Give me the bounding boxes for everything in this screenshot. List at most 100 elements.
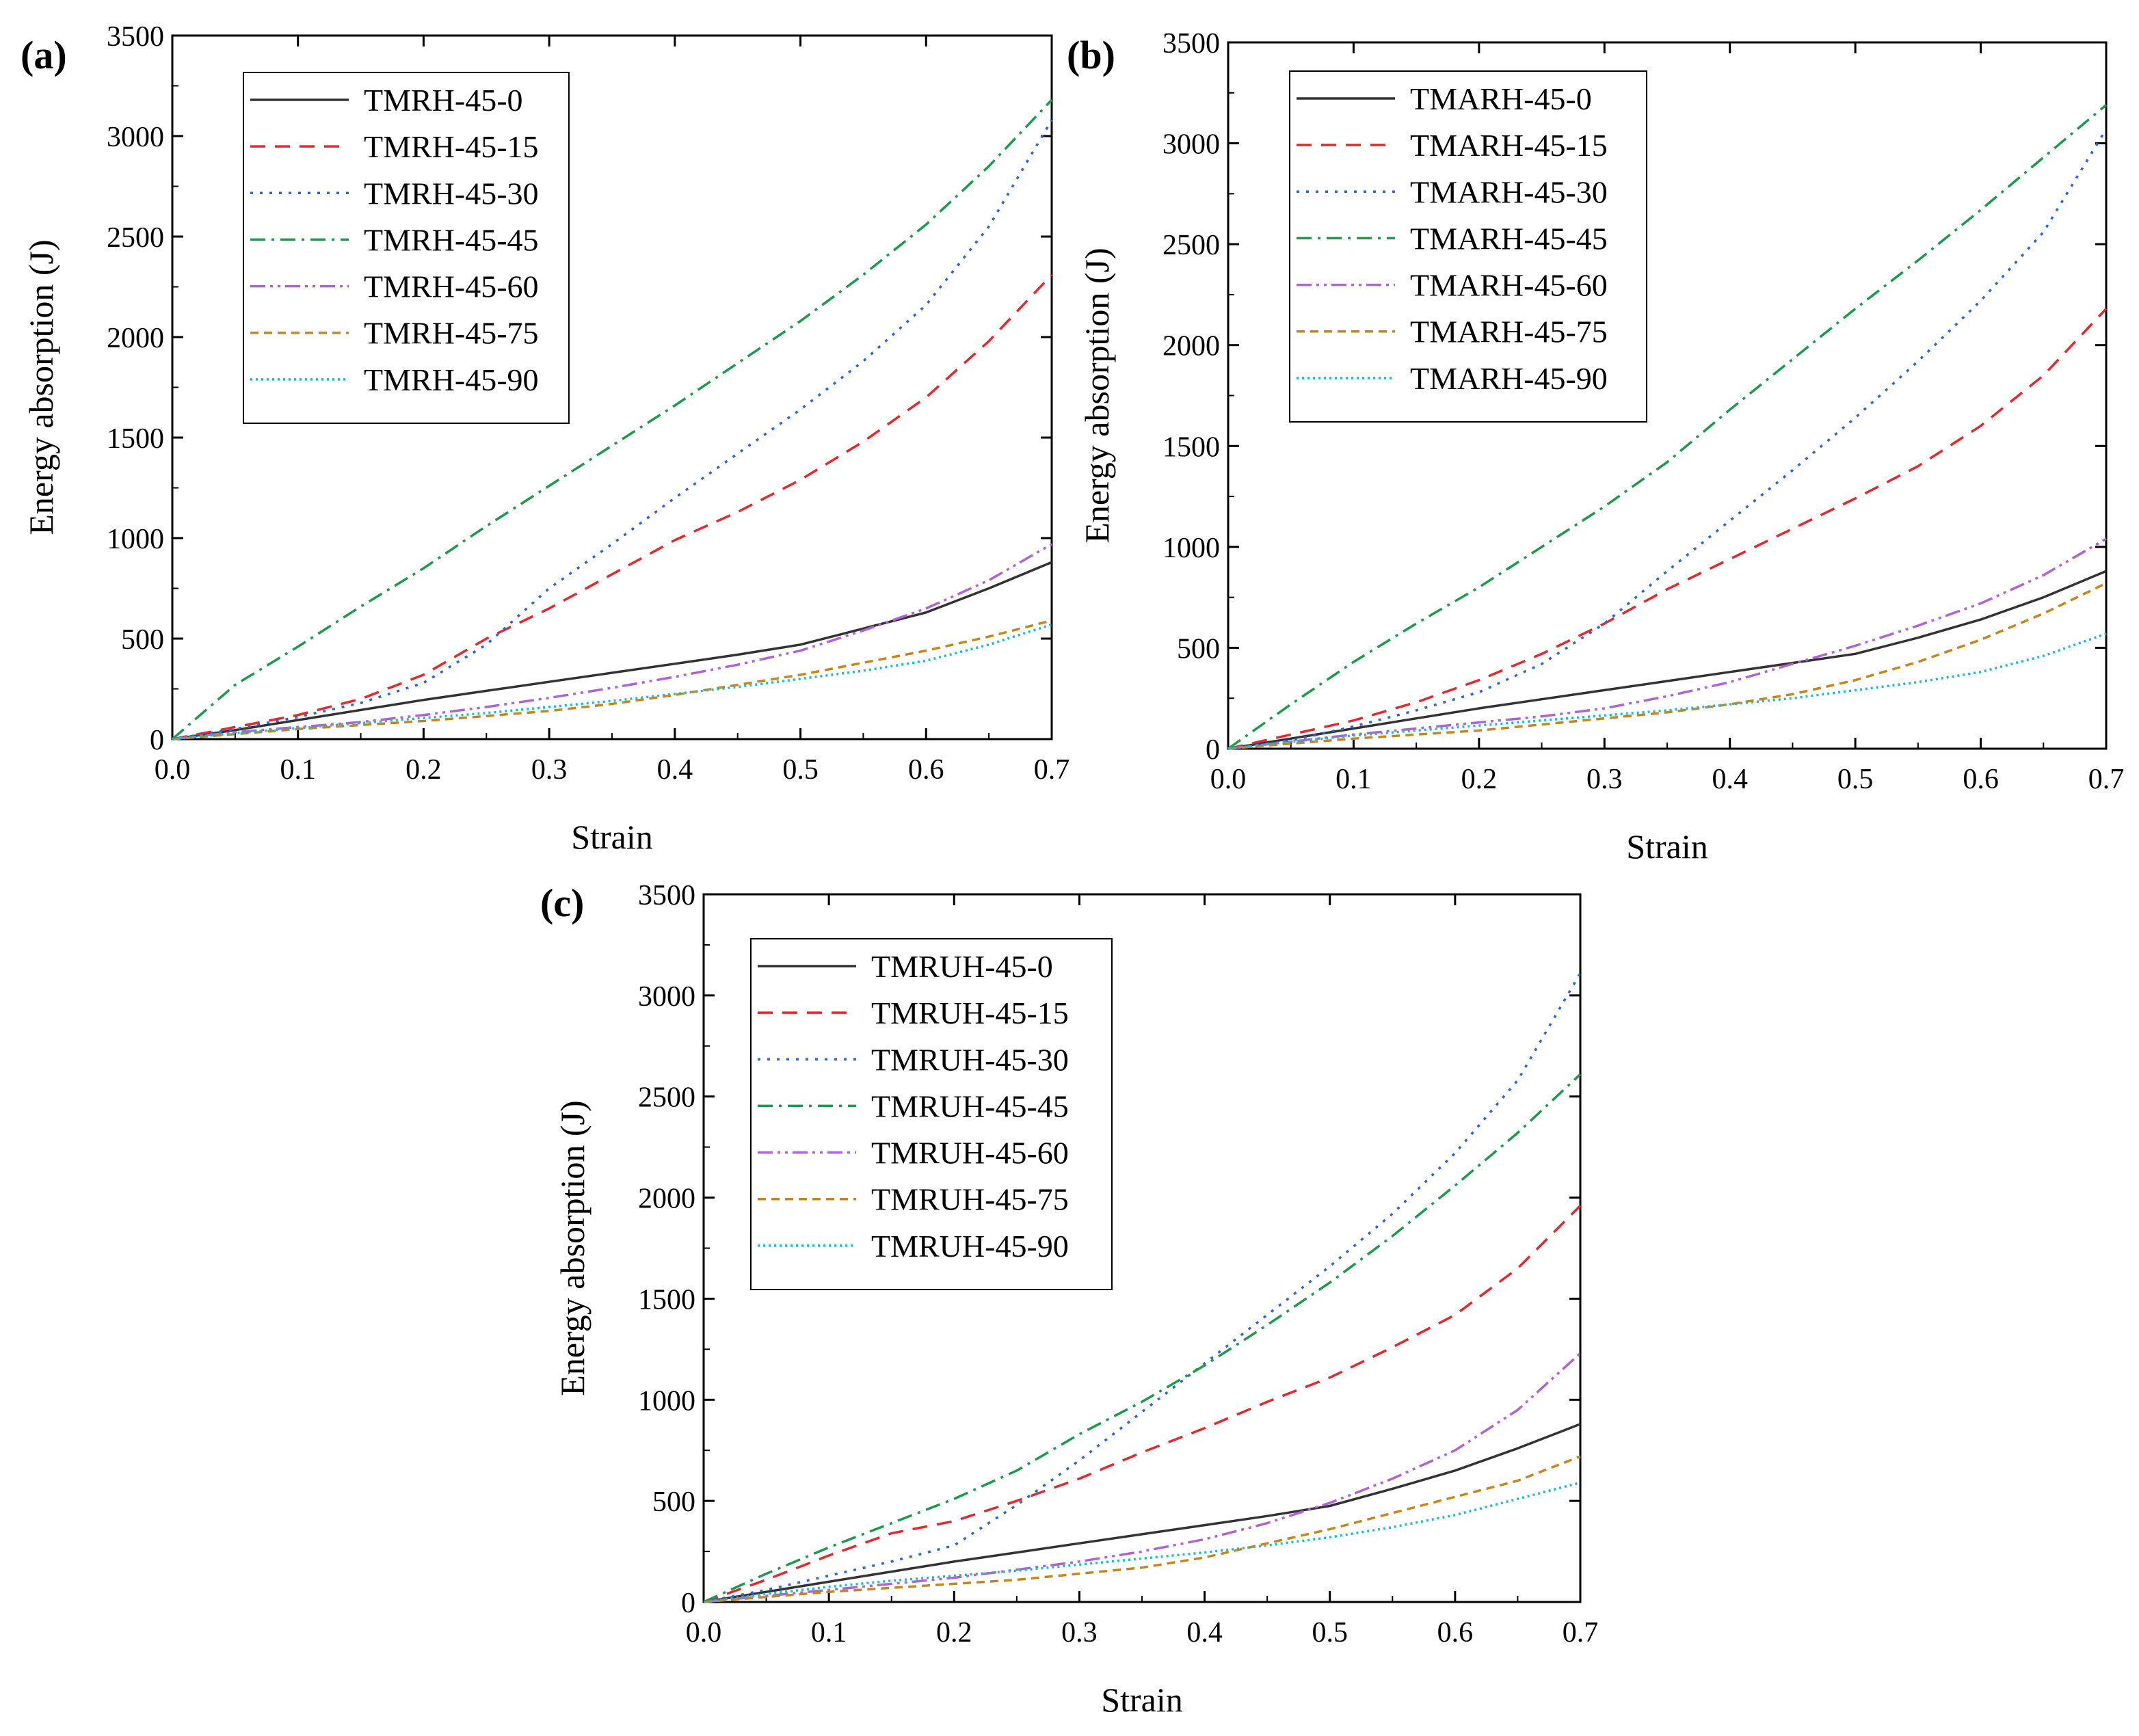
legend-entry: TMARH-45-15 [1410,128,1608,163]
x-tick-label: 0.5 [1312,1617,1348,1648]
series-line-TMARH-45-90 [1227,632,2107,750]
panel-label: (b) [1067,33,1115,77]
chart-panel-2: (c) 0 500 1000 1500 2000 2500 3000 3500 0.0 0.1 0.2… [540,880,1598,1719]
legend: TMARH-45-0 TMARH-45-15 TMARH-45-30 TMARH-45… [1289,70,1647,423]
series-line-TMRUH-45-75 [703,1455,1581,1603]
legend: TMRH-45-0 TMRH-45-15 TMRH-45-30 TMRH-45-45 T… [243,72,570,424]
x-tick-label: 0.4 [1712,764,1748,795]
y-tick-label: 3500 [107,21,164,53]
legend-entry: TMRUH-45-0 [871,949,1053,984]
legend-entry: TMRH-45-45 [364,222,539,257]
legend-entry: TMARH-45-0 [1410,81,1592,116]
y-tick-label: 0 [681,1588,695,1619]
y-tick-label: 500 [121,624,164,656]
y-tick-label: 3000 [107,122,164,153]
series-line-TMARH-45-15 [1227,308,2108,750]
y-tick-label: 2000 [638,1184,695,1215]
x-tick-label: 0.3 [1586,764,1623,795]
x-tick-label: 0.4 [657,754,693,786]
y-tick-label: 2500 [107,222,164,254]
series-line-TMRH-45-60 [172,543,1052,740]
legend-entry: TMRH-45-0 [364,83,523,118]
legend-entry: TMRH-45-90 [364,362,539,397]
legend-entry: TMARH-45-60 [1410,268,1608,303]
legend-entry: TMRUH-45-45 [871,1089,1069,1123]
x-tick-label: 0.5 [1837,764,1874,795]
series-line-TMARH-45-75 [1227,582,2107,750]
legend-entry: TMARH-45-30 [1410,174,1608,209]
series-line-TMARH-45-0 [1227,570,2107,750]
x-tick-label: 0.7 [1034,754,1070,786]
legend-entry: TMRUH-45-60 [871,1136,1069,1171]
legend-entry: TMRH-45-60 [364,269,539,304]
chart-panel-1: (b) 0 500 1000 1500 2000 2500 3000 3500 0.0 0.1 0.2… [1067,28,2124,866]
y-tick-label: 1000 [1162,533,1220,564]
x-tick-label: 0.3 [1061,1617,1098,1648]
x-tick-label: 0.0 [1210,764,1247,795]
legend-box [243,72,570,424]
y-axis-label: Energy absorption (J) [1078,248,1116,543]
y-tick-label: 500 [652,1486,695,1518]
x-tick-label: 0.6 [908,754,944,786]
series-line-TMRUH-45-15 [703,1205,1582,1603]
x-tick-label: 0.6 [1963,764,1999,795]
legend-entry: TMRH-45-75 [364,316,539,351]
y-tick-label: 1000 [107,524,164,555]
x-axis-label: Strain [571,818,652,856]
x-tick-label: 0.2 [1461,764,1498,795]
chart-panel-0: (a) 0 500 1000 1500 2000 2500 3000 3500 0.0 0.1 0.2… [21,21,1070,856]
legend-entry: TMRUH-45-90 [871,1229,1069,1264]
panel-label: (a) [21,33,67,77]
legend-entry: TMARH-45-45 [1410,221,1608,256]
series-line-TMRUH-45-0 [703,1423,1581,1603]
legend-box [750,938,1113,1290]
y-tick-label: 1000 [638,1385,695,1417]
series-line-TMARH-45-45 [1227,104,2108,750]
y-tick-label: 2000 [107,323,164,354]
legend: TMRUH-45-0 TMRUH-45-15 TMRUH-45-30 TMRUH-45… [750,938,1113,1290]
y-tick-label: 1500 [107,423,164,455]
legend-box [1289,70,1647,423]
y-tick-label: 3500 [638,880,695,911]
x-tick-label: 0.7 [2088,764,2125,795]
x-tick-label: 0.6 [1437,1617,1474,1648]
legend-entry: TMRUH-45-15 [871,996,1069,1030]
x-tick-label: 0.3 [531,754,568,786]
x-tick-label: 0.1 [280,754,316,786]
series-line-TMRH-45-45 [171,98,1053,740]
x-axis-label: Strain [1626,827,1708,866]
series-line-TMRUH-45-90 [703,1481,1581,1603]
y-tick-label: 500 [1177,633,1220,665]
y-tick-label: 1500 [638,1284,695,1316]
series-line-TMRH-45-15 [172,273,1053,740]
legend-entry: TMRH-45-15 [364,129,539,164]
y-axis-label: Energy absorption (J) [22,239,60,535]
legend-entry: TMRUH-45-30 [871,1042,1069,1077]
y-tick-label: 3500 [1162,28,1220,59]
legend-entry: TMRH-45-30 [364,176,539,211]
series-line-TMRH-45-0 [172,561,1052,740]
x-axis-label: Strain [1101,1681,1182,1719]
panel-label: (c) [540,881,584,925]
y-tick-label: 1500 [1162,431,1220,463]
series-line-TMARH-45-60 [1227,537,2107,750]
y-tick-label: 0 [1206,734,1220,766]
x-tick-label: 0.2 [406,754,442,786]
legend-entry: TMARH-45-90 [1410,361,1608,396]
x-tick-label: 0.1 [811,1617,847,1648]
legend-entry: TMARH-45-75 [1410,315,1608,349]
y-tick-label: 2500 [1162,230,1220,261]
y-tick-label: 3000 [1162,129,1220,161]
x-tick-label: 0.7 [1563,1617,1599,1648]
x-tick-label: 0.0 [686,1617,722,1648]
y-tick-label: 3000 [638,981,695,1013]
x-tick-label: 0.0 [155,754,191,786]
y-axis-label: Energy absorption (J) [553,1100,592,1396]
series-line-TMRH-45-75 [172,619,1052,740]
x-tick-label: 0.1 [1336,764,1372,795]
x-tick-label: 0.5 [782,754,819,786]
series-line-TMRUH-45-60 [703,1352,1582,1603]
y-tick-label: 2500 [638,1082,695,1114]
x-tick-label: 0.2 [936,1617,972,1648]
